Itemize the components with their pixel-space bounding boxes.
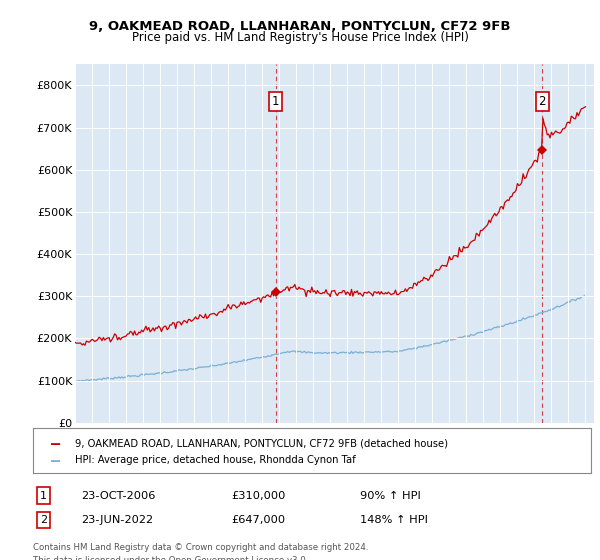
Text: 9, OAKMEAD ROAD, LLANHARAN, PONTYCLUN, CF72 9FB: 9, OAKMEAD ROAD, LLANHARAN, PONTYCLUN, C… bbox=[89, 20, 511, 32]
Text: 2: 2 bbox=[538, 95, 546, 108]
Text: —: — bbox=[51, 436, 60, 451]
Text: Contains HM Land Registry data © Crown copyright and database right 2024.
This d: Contains HM Land Registry data © Crown c… bbox=[33, 543, 368, 560]
Text: 9, OAKMEAD ROAD, LLANHARAN, PONTYCLUN, CF72 9FB (detached house): 9, OAKMEAD ROAD, LLANHARAN, PONTYCLUN, C… bbox=[75, 438, 448, 449]
Text: 2: 2 bbox=[40, 515, 47, 525]
Text: 90% ↑ HPI: 90% ↑ HPI bbox=[360, 491, 421, 501]
Text: 1: 1 bbox=[40, 491, 47, 501]
Text: Price paid vs. HM Land Registry's House Price Index (HPI): Price paid vs. HM Land Registry's House … bbox=[131, 31, 469, 44]
Text: 23-JUN-2022: 23-JUN-2022 bbox=[81, 515, 153, 525]
Text: £310,000: £310,000 bbox=[231, 491, 286, 501]
Text: 23-OCT-2006: 23-OCT-2006 bbox=[81, 491, 155, 501]
Text: 148% ↑ HPI: 148% ↑ HPI bbox=[360, 515, 428, 525]
Text: —: — bbox=[51, 453, 60, 468]
Text: £647,000: £647,000 bbox=[231, 515, 285, 525]
Text: 1: 1 bbox=[272, 95, 280, 108]
Text: HPI: Average price, detached house, Rhondda Cynon Taf: HPI: Average price, detached house, Rhon… bbox=[75, 455, 356, 465]
